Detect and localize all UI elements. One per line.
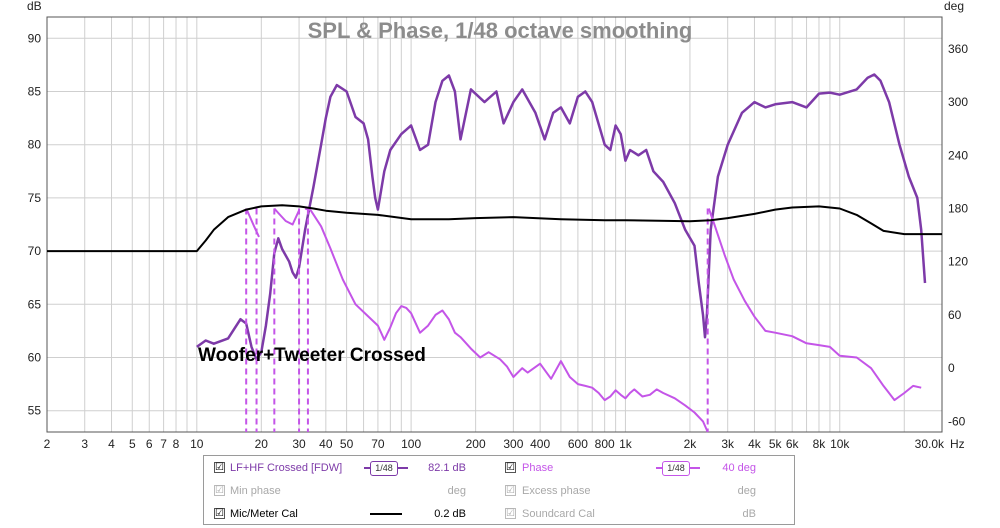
x-tick: 10k (830, 437, 850, 451)
x-tick: 3k (721, 437, 735, 451)
legend-panel: ☑ LF+HF Crossed [FDW] 1/48 82.1 dB ☑ Pha… (203, 455, 795, 525)
x-tick: 70 (371, 437, 385, 451)
legend-value-lf-hf: 82.1 dB (428, 462, 466, 474)
y-tick-left: 55 (28, 404, 42, 418)
grid (46, 17, 943, 432)
legend-value-mic-cal: 0.2 dB (434, 508, 466, 520)
legend-label-soundcard-cal: Soundcard Cal (522, 508, 595, 520)
legend-label-min-phase: Min phase (230, 485, 281, 497)
checkbox-mic-cal[interactable]: ☑ (214, 508, 225, 519)
phase-segment-3 (707, 208, 922, 402)
x-tick: 4 (108, 437, 115, 451)
x-tick: 20 (255, 437, 269, 451)
x-tick: 10 (190, 437, 204, 451)
plot-frame (46, 16, 943, 433)
legend-label-phase: Phase (522, 462, 554, 474)
legend-row-3: ☑ Mic/Meter Cal 0.2 dB ☑ Soundcard Cal d… (204, 504, 794, 524)
y-tick-right: 240 (948, 148, 968, 162)
x-tick: 400 (530, 437, 550, 451)
x-axis-unit: Hz (950, 437, 965, 451)
checkbox-soundcard-cal[interactable]: ☑ (505, 508, 516, 519)
legend-value-excess-phase: deg (737, 485, 756, 497)
chart-title: SPL & Phase, 1/48 octave smoothing (308, 18, 693, 43)
x-tick: 5k (769, 437, 783, 451)
x-tick: 7 (160, 437, 167, 451)
x-tick: 6 (146, 437, 153, 451)
series-line-lf-hf-crossed-fdw- (196, 73, 927, 361)
x-tick: 600 (568, 437, 588, 451)
y-tick-left: 85 (28, 84, 42, 98)
x-tick: 800 (595, 437, 615, 451)
x-tick: 6k (786, 437, 800, 451)
x-tick: 100 (401, 437, 421, 451)
y-tick-right: 180 (948, 202, 968, 216)
y-tick-right: 360 (948, 42, 968, 56)
y-tick-right: 60 (948, 308, 962, 322)
annotation-label: Woofer+Tweeter Crossed (198, 345, 426, 366)
legend-swatch-mic-cal (370, 513, 402, 515)
x-tick: 40 (319, 437, 333, 451)
x-tick: 200 (466, 437, 486, 451)
legend-value-min-phase: deg (447, 485, 466, 497)
y-tick-left: 65 (28, 297, 42, 311)
checkbox-phase[interactable]: ☑ (505, 462, 516, 473)
legend-value-soundcard-cal: dB (742, 508, 756, 520)
phase-segment-2 (304, 207, 709, 433)
y-tick-right: 300 (948, 95, 968, 109)
right-axis-unit: deg (944, 0, 964, 13)
x-tick: 3 (81, 437, 88, 451)
x-tick: 1k (619, 437, 633, 451)
x-tick: 8 (173, 437, 180, 451)
x-tick: 5 (129, 437, 136, 451)
x-tick: 300 (503, 437, 523, 451)
x-tick: 8k (813, 437, 827, 451)
y-tick-right: -60 (948, 414, 966, 428)
legend-row-2: ☑ Min phase deg ☑ Excess phase deg (204, 481, 794, 501)
legend-label-excess-phase: Excess phase (522, 485, 591, 497)
left-axis-unit: dB (27, 0, 42, 13)
smoothing-badge-lf-hf[interactable]: 1/48 (370, 461, 398, 476)
x-tick: 50 (340, 437, 354, 451)
phase-segment-1 (273, 207, 301, 226)
y-tick-left: 60 (28, 351, 42, 365)
y-tick-left: 80 (28, 138, 42, 152)
legend-row-1: ☑ LF+HF Crossed [FDW] 1/48 82.1 dB ☑ Pha… (204, 458, 794, 478)
checkbox-min-phase[interactable]: ☑ (214, 485, 225, 496)
checkbox-excess-phase[interactable]: ☑ (505, 485, 516, 496)
x-tick: 30 (292, 437, 306, 451)
series-line-mic-meter-cal (47, 204, 942, 253)
y-tick-right: 0 (948, 361, 955, 375)
series (47, 73, 942, 433)
legend-label-mic-cal: Mic/Meter Cal (230, 508, 298, 520)
y-tick-left: 75 (28, 191, 42, 205)
y-tick-left: 90 (28, 31, 42, 45)
x-tick: 2k (684, 437, 698, 451)
x-tick: 2 (44, 437, 51, 451)
chart-plot: SPL & Phase, 1/48 octave smoothing dB de… (27, 0, 969, 451)
x-tick: 4k (748, 437, 762, 451)
checkbox-lf-hf[interactable]: ☑ (214, 462, 225, 473)
y-tick-left: 70 (28, 244, 42, 258)
legend-label-lf-hf: LF+HF Crossed [FDW] (230, 462, 343, 474)
legend-value-phase: 40 deg (722, 462, 756, 474)
x-tick: 30.0k (915, 437, 945, 451)
smoothing-badge-phase[interactable]: 1/48 (662, 461, 690, 476)
y-tick-right: 120 (948, 255, 968, 269)
